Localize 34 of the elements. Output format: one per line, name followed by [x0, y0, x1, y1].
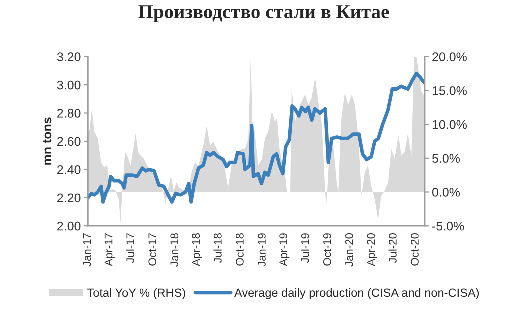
x-tick-label: Jan-17	[83, 234, 92, 267]
x-tick-label: Oct-17	[148, 234, 157, 266]
line-series	[88, 72, 426, 204]
y2-tick-label: 0.0%	[432, 188, 460, 197]
legend-label: Total YoY % (RHS)	[88, 288, 186, 300]
legend-label: Average daily production (CISA and non-CISA)	[234, 288, 480, 300]
x-tick-label: Oct-20	[411, 233, 419, 266]
x-tick-label: Oct-18	[236, 234, 244, 266]
x-tick-label: Oct-19	[323, 234, 332, 266]
y2-tick-label: 20.0%	[432, 52, 467, 62]
x-tick-label: Jan-18	[170, 234, 179, 267]
x-tick-label: Jan-19	[258, 234, 266, 267]
x-tick-label: Jul-20	[388, 233, 397, 264]
y-tick-label: 2.40	[58, 165, 81, 174]
y-tick-label: 3.20	[57, 52, 81, 62]
y-tick-label: 2.20	[58, 194, 81, 203]
x-tick-label: Apr-17	[104, 234, 115, 266]
y-tick-label: 2.60	[58, 137, 81, 146]
chart-title: Производство стали в Китае	[138, 6, 390, 22]
x-tick-label: Jul-17	[126, 234, 134, 264]
y2-tick-label: 15.0%	[432, 86, 467, 96]
y-tick-label: 3.00	[57, 80, 81, 90]
x-tick-label: Apr-19	[280, 234, 290, 266]
y2-tick-label: 10.0%	[432, 120, 467, 130]
y-tick-label: 2.00	[58, 222, 81, 231]
x-tick-label: Jul-18	[214, 234, 222, 264]
y-axis-title: mn tons	[43, 118, 52, 165]
x-tick-label: Apr-18	[192, 234, 202, 266]
y2-tick-label: 5.0%	[432, 154, 460, 164]
y2-tick-label: -5.0%	[432, 222, 464, 231]
x-tick-label: Jan-20	[345, 233, 354, 267]
x-tick-label: Apr-20	[367, 233, 378, 266]
x-tick-label: Jul-19	[301, 234, 310, 264]
y-tick-label: 2.80	[58, 109, 81, 118]
